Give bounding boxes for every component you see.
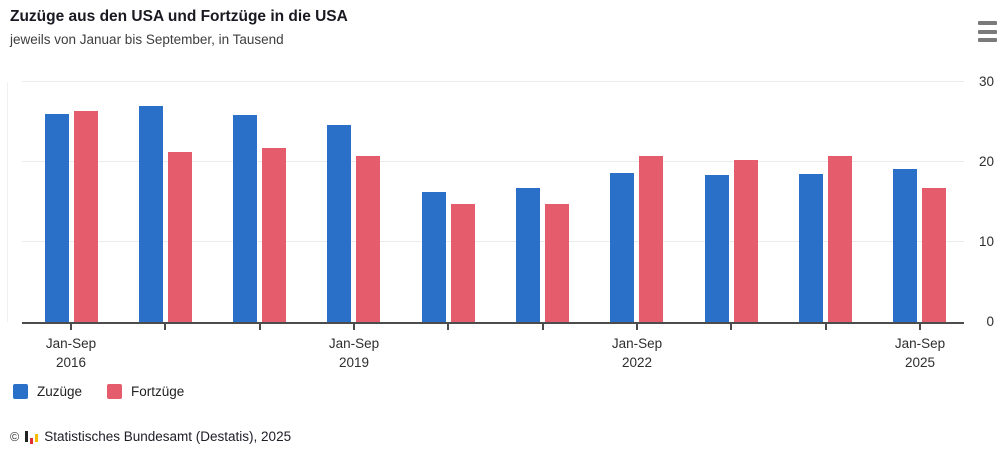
- bar-zuzuege-2021[interactable]: [516, 188, 541, 322]
- bar-fortzuege-2016[interactable]: [73, 110, 98, 322]
- legend-item-zuzuege: Zuzüge: [13, 384, 82, 399]
- gridline-10: [22, 241, 964, 242]
- x-axis-label-2019: Jan-Sep 2019: [328, 336, 380, 370]
- legend-swatch-zuzuege: [13, 384, 28, 399]
- x-axis-label-2022: Jan-Sep 2022: [611, 336, 663, 370]
- y-axis-label-10: 10: [978, 234, 994, 249]
- bar-fortzuege-2020[interactable]: [450, 204, 475, 322]
- bar-fortzuege-2024[interactable]: [828, 156, 853, 322]
- source-text: Statistisches Bundesamt (Destatis), 2025: [44, 429, 292, 444]
- logo-bar-yellow: [35, 434, 39, 442]
- bar-fortzuege-2021[interactable]: [545, 203, 570, 322]
- hamburger-bar: [978, 21, 997, 25]
- gridline-30: [22, 81, 964, 82]
- legend-item-fortzuege: Fortzüge: [107, 384, 184, 399]
- x-axis-label-2025: Jan-Sep 2025: [894, 336, 946, 370]
- x-axis-tick-2023: [730, 322, 733, 330]
- x-axis-label-2016: Jan-Sep 2016: [45, 336, 97, 370]
- x-axis-tick-2022: [635, 322, 638, 330]
- bar-fortzuege-2017[interactable]: [167, 151, 192, 322]
- bar-fortzuege-2023[interactable]: [733, 159, 758, 322]
- x-axis-tick-2024: [824, 322, 827, 330]
- legend-label-fortzuege: Fortzüge: [131, 384, 185, 399]
- bar-zuzuege-2020[interactable]: [421, 191, 446, 322]
- x-axis-tick-2025: [918, 322, 921, 330]
- bar-zuzuege-2024[interactable]: [799, 174, 824, 322]
- x-axis-tick-2019: [352, 322, 355, 330]
- bar-fortzuege-2018[interactable]: [262, 147, 287, 322]
- chart-legend: Zuzüge Fortzüge: [13, 384, 184, 399]
- x-axis-tick-2016: [70, 322, 72, 330]
- destatis-bar-logo-icon: [24, 430, 39, 444]
- x-axis-tick-2021: [541, 322, 544, 330]
- y-axis-label-20: 20: [978, 154, 994, 169]
- logo-bar-black: [25, 431, 29, 442]
- x-axis-tick-2017: [164, 322, 167, 330]
- chart-title: Zuzüge aus den USA und Fortzüge in die U…: [10, 8, 348, 25]
- bar-fortzuege-2025[interactable]: [922, 187, 947, 322]
- gridline-20: [22, 161, 964, 162]
- x-axis-tick-2018: [258, 322, 261, 330]
- bar-zuzuege-2022[interactable]: [610, 173, 635, 322]
- hamburger-bar: [978, 29, 997, 34]
- y-axis-label-0: 0: [986, 314, 994, 329]
- bar-fortzuege-2019[interactable]: [356, 156, 381, 322]
- bar-fortzuege-2022[interactable]: [639, 155, 664, 322]
- bar-zuzuege-2017[interactable]: [138, 106, 163, 322]
- chart-subtitle: jeweils von Januar bis September, in Tau…: [10, 32, 284, 47]
- copyright-symbol: ©: [10, 430, 20, 444]
- hamburger-menu-icon[interactable]: [978, 21, 997, 42]
- hamburger-bar: [978, 38, 997, 42]
- bar-zuzuege-2025[interactable]: [893, 169, 918, 322]
- legend-label-zuzuege: Zuzüge: [37, 384, 83, 399]
- bar-zuzuege-2018[interactable]: [233, 114, 258, 322]
- y-axis-label-30: 30: [978, 74, 994, 89]
- bar-zuzuege-2016[interactable]: [44, 114, 69, 322]
- plot-left-edge-line: [7, 82, 8, 322]
- bar-zuzuege-2023[interactable]: [704, 174, 729, 322]
- legend-swatch-fortzuege: [107, 384, 123, 399]
- bar-zuzuege-2019[interactable]: [327, 125, 352, 322]
- bar-chart-plot-area: Jan-Sep 2016 Jan-Sep 2019 Jan-Sep 2022 Jan-Sep…: [7, 81, 964, 370]
- y-axis-labels: 0 10 20 30: [964, 74, 994, 329]
- x-axis-tick-2020: [447, 322, 450, 330]
- source-attribution: © Statistisches Bundesamt (Destatis), 20…: [10, 429, 291, 444]
- logo-bar-red: [30, 438, 34, 444]
